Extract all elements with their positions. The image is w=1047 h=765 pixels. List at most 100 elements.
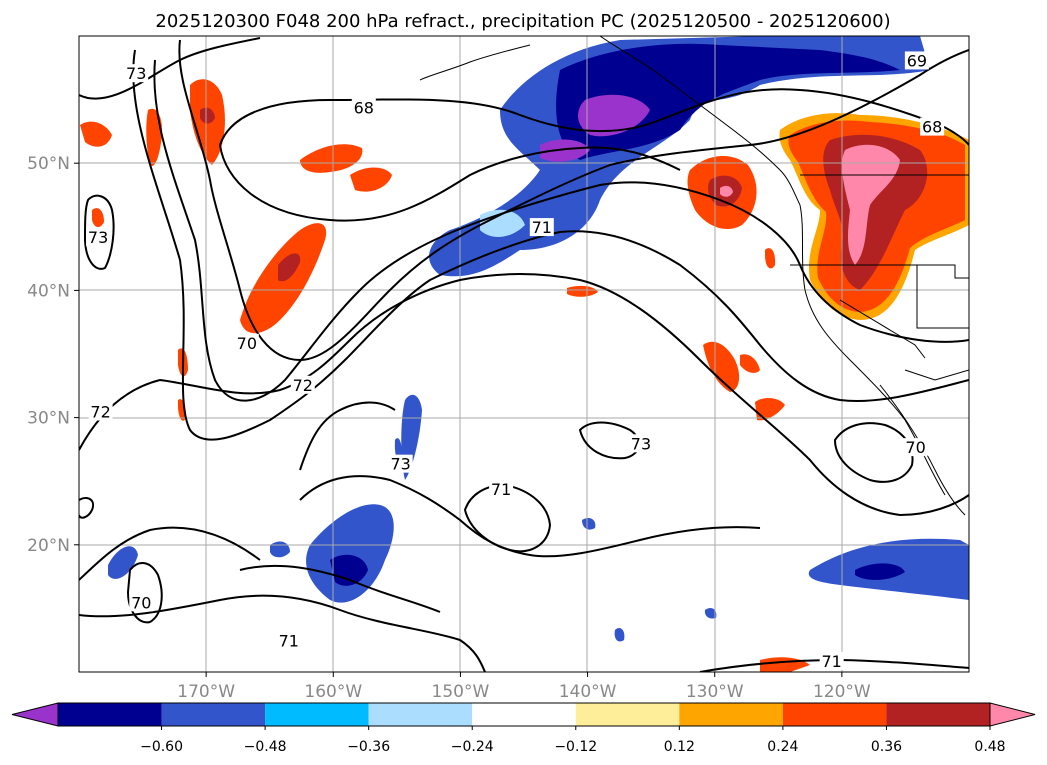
colorbar-bin: [58, 703, 162, 726]
map-area: [79, 36, 969, 672]
colorbar-tick-label: 0.48: [974, 739, 1005, 755]
colorbar-tick-label: 0.12: [664, 739, 695, 755]
precip-southeast-core: [855, 563, 905, 580]
x-tick-label: 150°W: [432, 682, 490, 702]
precip-midlat-streak-2: [350, 167, 392, 192]
colorbar-tick-label: −0.48: [244, 739, 287, 755]
contour-label-bg: [529, 218, 554, 237]
colorbar-bin: [265, 703, 369, 726]
contour-label: 73: [86, 228, 111, 247]
contour-label-text: 73: [631, 434, 651, 453]
contour-72: [79, 273, 969, 517]
contour-label-bg: [276, 631, 301, 650]
contour-label-bg: [904, 51, 929, 70]
contour-73-far-west: [83, 194, 115, 270]
contour-label-text: 71: [822, 652, 842, 671]
positive-precip-fields: [80, 79, 969, 672]
contour-72-south: [239, 564, 441, 613]
x-tick-label: 170°W: [177, 682, 235, 702]
x-tick-label: 130°W: [686, 682, 744, 702]
contour-70: [153, 59, 969, 402]
contour-label-text: 70: [905, 438, 925, 457]
precip-gulf-of-alaska-mid: [556, 43, 900, 160]
contour-label: 73: [124, 64, 149, 83]
contour-label-bg: [351, 98, 376, 117]
colorbar-bin: [472, 703, 576, 726]
precip-bc-coast-pink: [720, 185, 733, 197]
colorbar-bin: [782, 703, 887, 726]
contour-label-text: 73: [126, 64, 146, 83]
contour-68-lower: [219, 144, 681, 222]
precip-small-blob-1: [582, 517, 596, 530]
contour-label-text: 73: [88, 228, 108, 247]
y-tick-label: 50°N: [27, 154, 70, 174]
contour-label-bg: [920, 117, 945, 136]
contour-label: 70: [129, 593, 154, 612]
contour-label: 71: [529, 218, 554, 237]
contour-label: 71: [819, 651, 844, 671]
map-frame: [78, 35, 970, 673]
contour-label-bg: [628, 434, 653, 453]
contour-68: [219, 88, 969, 146]
contour-label: 68: [920, 117, 945, 137]
colorbar-tick-label: −0.36: [347, 739, 390, 755]
contour-label-text: 71: [279, 631, 299, 650]
contour-label-text: 72: [90, 403, 110, 422]
colorbar-bin: [161, 703, 266, 726]
colorbar-bin: [886, 703, 990, 726]
contour-label-bg: [489, 480, 514, 499]
contour-label-text: 71: [491, 480, 511, 499]
colorbar-bin: [368, 703, 473, 726]
precip-central-streak-2: [394, 438, 402, 460]
colorbar-extend-max: [989, 702, 1036, 727]
contour-label-text: 71: [532, 218, 552, 237]
colorbar-tick-label: −0.12: [554, 739, 597, 755]
precip-ca-coast-3: [740, 354, 760, 373]
contour-lines: [79, 37, 969, 672]
colorbar-tick-label: −0.24: [451, 739, 494, 755]
state-border-3: [916, 265, 969, 329]
precip-small-blob-2: [704, 607, 717, 619]
contour-label: 73: [388, 454, 413, 474]
x-tick-label: 140°W: [559, 682, 617, 702]
y-tick-label: 30°N: [27, 409, 70, 429]
colorbar-tick-label: −0.60: [140, 739, 183, 755]
precip-northwest-3: [146, 108, 163, 166]
contour-label: 72: [290, 375, 315, 395]
state-border-2: [790, 264, 969, 279]
contour-label: 72: [88, 402, 113, 422]
contour-label: 68: [351, 98, 376, 118]
y-tick-label: 20°N: [27, 536, 70, 556]
precip-gulf-of-alaska-core: [578, 94, 650, 137]
contour-labels: 73 68 73 71 70 72 72 73 73 71 70 70 71 71 69 68: [86, 51, 945, 671]
x-tick-label: 160°W: [304, 682, 362, 702]
contour-71-south: [79, 594, 486, 672]
chart-title: 2025120300 F048 200 hPa refract., precip…: [155, 11, 890, 32]
contour-label-text: 70: [237, 334, 257, 353]
contour-label-text: 68: [922, 118, 942, 137]
contour-label: 71: [276, 631, 301, 650]
contour-label: 70: [234, 333, 259, 353]
us-mexico-border: [904, 369, 969, 381]
colorbar-extend-min: [11, 702, 59, 727]
precip-ca-coast-2: [755, 398, 785, 421]
contour-label-bg: [129, 593, 154, 612]
y-axis-ticks: 20°N 30°N 40°N 50°N: [27, 154, 79, 556]
contour-label-bg: [234, 333, 259, 352]
contour-label: 73: [628, 434, 653, 453]
alaska-coast: [599, 36, 801, 206]
precip-southwest-small: [108, 546, 138, 579]
contour-72-west-lower: [79, 526, 261, 581]
contour-label-text: 70: [131, 593, 151, 612]
gridlines: [79, 36, 969, 672]
precip-ca-coast-4: [765, 248, 776, 269]
precip-far-west: [92, 208, 104, 228]
precip-midlat-streak: [300, 144, 363, 173]
precip-ca-coast-1: [703, 341, 740, 392]
contour-label-text: 68: [354, 99, 374, 118]
contour-label-bg: [290, 375, 315, 394]
precip-small-blob-3: [614, 628, 625, 642]
contour-73-central: [299, 401, 396, 471]
contour-label-text: 69: [907, 51, 927, 70]
colorbar: −0.60 −0.48 −0.36 −0.24 −0.12 0.12 0.24 0.36 0.4…: [11, 702, 1036, 755]
